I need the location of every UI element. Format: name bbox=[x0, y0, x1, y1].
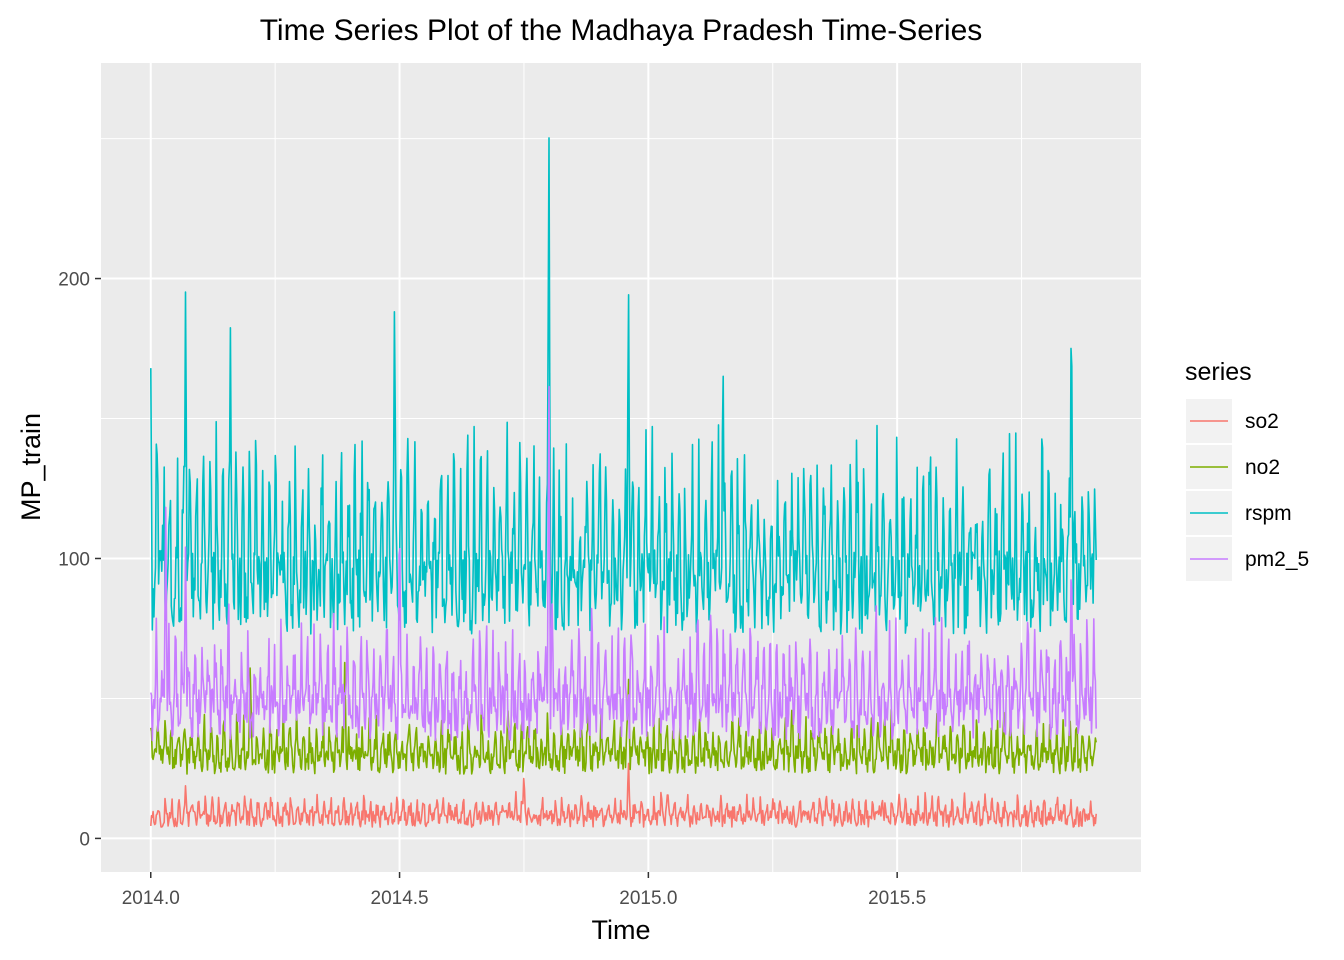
y-tick-label: 200 bbox=[58, 270, 90, 291]
y-axis-title: MP_train bbox=[16, 413, 46, 521]
legend: series so2 no2 rspm pm2_5 bbox=[1185, 358, 1309, 581]
series-line-rspm bbox=[150, 137, 1097, 635]
series-lines bbox=[150, 137, 1097, 828]
axes: 2014.0 2014.5 2015.0 2015.5 0 100 200 bbox=[58, 270, 926, 909]
chart-title: Time Series Plot of the Madhaya Pradesh … bbox=[260, 14, 983, 47]
x-tick-label: 2014.0 bbox=[122, 888, 180, 909]
legend-label-rspm: rspm bbox=[1245, 502, 1292, 525]
legend-title: series bbox=[1185, 358, 1252, 386]
legend-label-so2: so2 bbox=[1245, 410, 1279, 433]
y-tick-label: 0 bbox=[79, 829, 90, 850]
x-tick-label: 2014.5 bbox=[371, 888, 429, 909]
series-line-so2 bbox=[150, 762, 1097, 828]
y-tick-label: 100 bbox=[58, 549, 90, 570]
x-tick-label: 2015.0 bbox=[619, 888, 677, 909]
legend-label-pm2_5: pm2_5 bbox=[1245, 548, 1309, 571]
legend-label-no2: no2 bbox=[1245, 456, 1280, 479]
x-axis-title: Time bbox=[592, 915, 651, 945]
series-line-pm2_5 bbox=[150, 385, 1097, 742]
x-tick-label: 2015.5 bbox=[868, 888, 926, 909]
